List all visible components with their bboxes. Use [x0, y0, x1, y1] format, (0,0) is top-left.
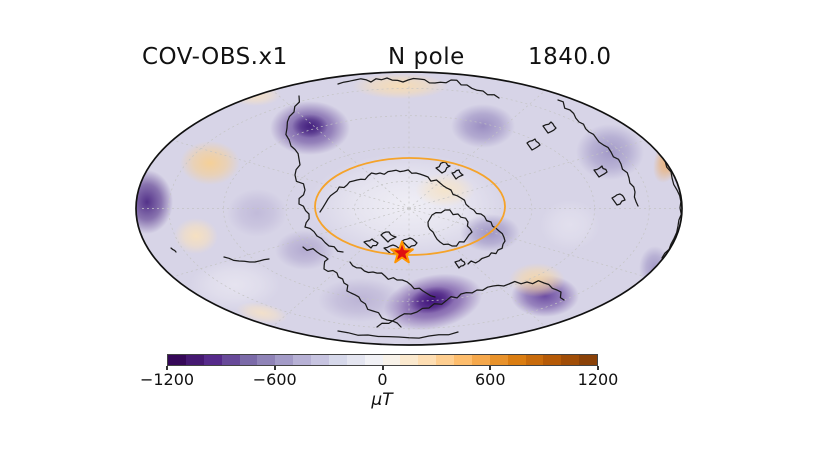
colorbar-segment	[579, 355, 597, 365]
coastline-ne-asia-coast	[285, 95, 344, 253]
field-contour-blob	[415, 173, 475, 207]
field-contour-blob	[576, 124, 644, 180]
field-contour-blob	[227, 189, 287, 237]
field-contour-blob	[509, 263, 565, 297]
field-contour-blob	[574, 81, 626, 105]
colorbar-segment	[525, 355, 544, 365]
colorbar-segment	[454, 355, 472, 365]
coastline-archipelago-2	[380, 231, 397, 243]
colorbar-tick-label: −1200	[139, 370, 195, 389]
coastline-europe-coast	[467, 207, 506, 265]
colorbar-segment	[346, 355, 365, 365]
field-contour-blob	[408, 286, 456, 314]
colorbar-segment	[221, 355, 240, 365]
figure-title-model: COV-OBS.x1	[142, 44, 288, 70]
field-contour-blob	[352, 73, 448, 99]
field-contour-blob	[451, 104, 515, 148]
coastline-island-1	[542, 121, 557, 134]
field-contour-blob	[190, 260, 280, 310]
coastline-island-4	[611, 193, 626, 206]
colorbar-segment	[561, 355, 580, 365]
field-contour-blob	[275, 230, 335, 270]
colorbar-segment	[239, 355, 258, 365]
figure-title-pole: N pole	[388, 44, 465, 70]
colorbar-segment	[400, 355, 419, 365]
colorbar-segment	[507, 355, 526, 365]
colorbar-unit-label: μT	[371, 390, 393, 410]
colorbar-segment	[168, 355, 186, 365]
field-contour-blob	[540, 200, 600, 250]
coastline-canada-mainland-coast	[349, 261, 436, 298]
colorbar-segment	[382, 355, 401, 365]
colorbar-segment	[436, 355, 454, 365]
colorbar-tickmark	[273, 366, 276, 370]
field-contour-blob	[136, 170, 173, 234]
map-boundary	[135, 71, 683, 346]
coastline-island-3	[593, 165, 608, 178]
colorbar-segment	[471, 355, 490, 365]
coastline-aleutian-arc	[223, 256, 270, 263]
colorbar-segment	[328, 355, 347, 365]
colorbar-segment	[364, 355, 383, 365]
colorbar-segment	[418, 355, 437, 365]
colorbar-tickmark	[597, 366, 599, 370]
colorbar-tick-label: −600	[252, 370, 297, 389]
colorbar-tick-label: 0	[377, 370, 388, 389]
coastline-archipelago-1	[363, 238, 379, 249]
colorbar-segment	[275, 355, 294, 365]
coastline-island-2	[526, 138, 541, 151]
colorbar-segment	[185, 355, 204, 365]
coastline-north-america-west-coast	[302, 246, 402, 328]
colorbar-segment	[489, 355, 508, 365]
latitude-circle	[314, 157, 506, 256]
colorbar-tickmark	[381, 366, 384, 370]
colorbar-tickmark	[489, 366, 492, 370]
pole-star-marker	[390, 240, 414, 264]
field-contour-blob	[292, 114, 328, 138]
coastline-svalbard	[451, 169, 464, 180]
colorbar-tick-label: 600	[474, 370, 506, 389]
colorbar-segment	[543, 355, 562, 365]
coastline-atlantic-landmass-coast	[376, 280, 565, 328]
colorbar-tick-label: 1200	[577, 370, 619, 389]
coastline-top-coast	[337, 77, 500, 99]
field-contour-blob	[180, 141, 240, 185]
coastline-greenland	[427, 209, 473, 247]
coastline-novaya-zemlya	[435, 161, 451, 174]
colorbar-segment	[203, 355, 222, 365]
coastline-east-asia-coast	[557, 99, 639, 207]
colorbar-tickmark	[166, 366, 168, 370]
colorbar-segment	[293, 355, 311, 365]
colorbar-segment	[257, 355, 276, 365]
colorbar	[167, 354, 598, 366]
field-contour-blob	[174, 218, 218, 254]
coastline-island-uk	[454, 258, 466, 269]
coastline-russia-arctic-coast	[319, 169, 470, 213]
figure-title-epoch: 1840.0	[528, 44, 612, 70]
coastline-small-island	[170, 247, 177, 253]
colorbar-segment	[311, 355, 329, 365]
coastline-archipelago-4	[401, 237, 418, 249]
coastline-bottom-edge-coast	[337, 330, 459, 339]
